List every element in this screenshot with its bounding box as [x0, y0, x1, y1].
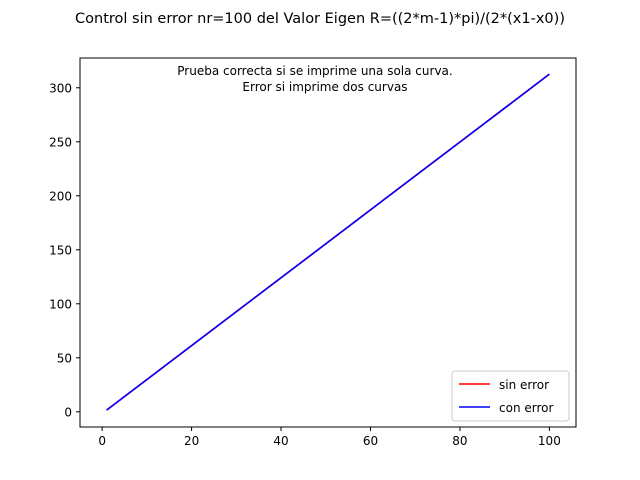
y-tick-label: 0 — [64, 405, 72, 419]
x-tick-label: 40 — [273, 434, 288, 448]
y-tick-label: 200 — [49, 189, 72, 203]
y-tick-label: 300 — [49, 81, 72, 95]
x-tick-label: 80 — [452, 434, 467, 448]
legend: sin error con error — [451, 370, 570, 422]
series-line-con-error — [106, 73, 550, 411]
x-tick-label: 0 — [98, 434, 106, 448]
y-axis: 0 50 100 150 200 250 300 — [49, 81, 80, 419]
y-tick-label: 150 — [49, 243, 72, 257]
y-tick-label: 100 — [49, 297, 72, 311]
series-layer — [106, 73, 550, 411]
x-tick-label: 60 — [363, 434, 378, 448]
x-axis: 0 20 40 60 80 100 — [98, 427, 561, 448]
x-tick-label: 100 — [538, 434, 561, 448]
annotation-line-1: Prueba correcta si se imprime una sola c… — [177, 64, 452, 78]
plot-area — [79, 57, 577, 428]
chart-title: Control sin error nr=100 del Valor Eigen… — [75, 11, 565, 27]
annotation-line-2: Error si imprime dos curvas — [242, 80, 407, 94]
axes-frame — [79, 57, 577, 428]
y-tick-label: 50 — [57, 351, 72, 365]
legend-label-sin-error: sin error — [499, 378, 549, 392]
legend-label-con-error: con error — [499, 401, 553, 415]
y-tick-label: 250 — [49, 135, 72, 149]
x-tick-label: 20 — [184, 434, 199, 448]
